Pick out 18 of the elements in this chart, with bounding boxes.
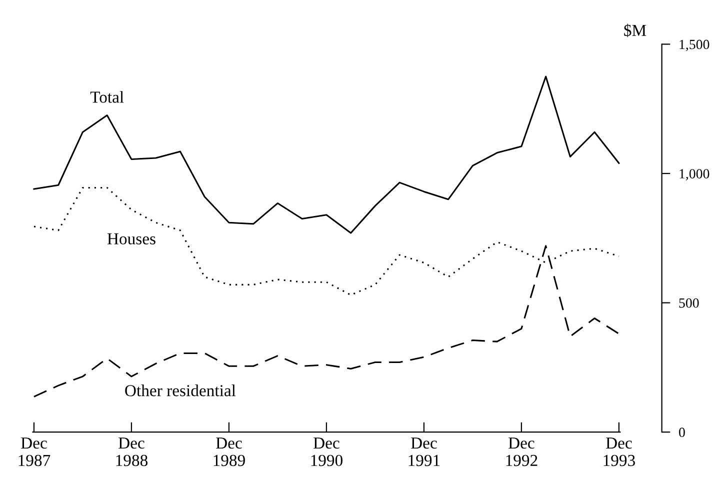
y-tick-label: 0	[679, 428, 685, 438]
x-tick-label: Dec 1988	[116, 438, 148, 466]
x-tick-label: Dec 1987	[18, 438, 50, 466]
x-tick-label: Dec 1993	[604, 438, 635, 466]
line-series	[33, 186, 620, 296]
x-tick-label: Dec 1990	[311, 438, 342, 466]
y-tick-label: 500	[679, 298, 699, 308]
y-tick-label: 1,000	[680, 169, 710, 180]
x-tick-label: Dec 1989	[214, 438, 245, 466]
line-series	[33, 76, 620, 234]
x-tick-label: Dec 1992	[506, 438, 538, 466]
series-label: Houses	[107, 233, 156, 244]
series-label: Other residential	[125, 384, 236, 396]
line-series	[33, 245, 620, 398]
y-axis-title: $M	[624, 24, 646, 38]
y-tick-label: 1,500	[680, 40, 710, 52]
x-tick-label: Dec 1991	[408, 438, 440, 466]
series-label: Total	[90, 91, 124, 103]
